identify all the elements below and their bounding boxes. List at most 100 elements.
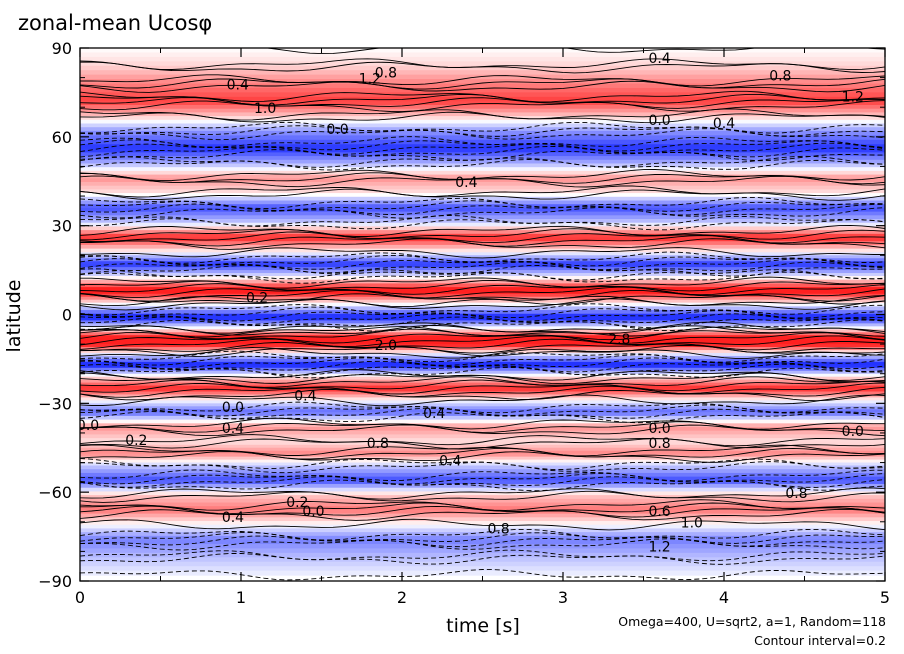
positive-contour-line (80, 490, 885, 503)
negative-contour-line (80, 535, 885, 548)
negative-contour-line (80, 303, 885, 316)
x-tick-label: 5 (880, 588, 890, 607)
band-segment (80, 379, 885, 384)
band-segment (80, 548, 885, 554)
band-segment (80, 472, 885, 478)
positive-contour-line (80, 169, 885, 182)
band-segment (80, 453, 885, 458)
contour-value-label: 0.8 (648, 436, 670, 452)
y-tick-label: 0 (62, 306, 72, 325)
band-segment (80, 441, 885, 446)
positive-contour-line (80, 100, 885, 113)
band-segment (80, 233, 885, 239)
band-segment (80, 123, 885, 128)
contour-value-label: 0.0 (648, 421, 670, 437)
band-segment (80, 167, 885, 172)
positive-contour-line (80, 499, 885, 511)
contour-value-label: 1.0 (681, 516, 703, 532)
contour-value-label: 1.2 (359, 72, 381, 88)
contour-interval-annotation: Contour interval=0.2 (754, 633, 886, 648)
negative-contour-line (80, 215, 885, 227)
plot-area: 0.41.00.01.20.80.40.81.20.0 0.40.40.22.82… (80, 48, 885, 581)
band-segment (80, 185, 885, 190)
contour-value-label: 0.4 (439, 454, 461, 470)
negative-contour-line (80, 149, 885, 162)
band-segment (80, 108, 885, 114)
band-segment (80, 178, 885, 183)
contour-value-label: 2.0 (375, 338, 397, 354)
band-segment (80, 135, 885, 141)
contour-value-label: 0.4 (455, 175, 477, 191)
negative-contour-line (80, 457, 885, 470)
y-tick-label: −60 (38, 483, 72, 502)
band-segment (80, 358, 885, 363)
contour-value-label: 0.0 (648, 113, 670, 129)
band-segment (80, 267, 885, 271)
positive-contour-line (80, 347, 885, 359)
positive-contour-line (80, 335, 885, 348)
negative-contour-line (80, 476, 885, 488)
band-segment (80, 61, 885, 67)
contour-value-label: 0.8 (769, 69, 791, 85)
x-tick-label: 4 (719, 588, 729, 607)
band-segment (80, 219, 885, 224)
contour-value-label: 0.4 (648, 51, 670, 67)
band-segment (80, 419, 885, 424)
band-segment (80, 273, 885, 277)
band-segment (80, 204, 885, 209)
positive-contour-line (80, 74, 885, 87)
positive-contour-line (80, 325, 885, 338)
band-segment (80, 241, 885, 246)
band-segment (80, 552, 885, 558)
band-segment (80, 391, 885, 396)
band-segment (80, 444, 885, 449)
contour-value-label: 0.4 (713, 116, 735, 132)
band-segment (80, 566, 885, 572)
negative-contour-line (80, 411, 885, 424)
band-segment (80, 409, 885, 413)
band-segment (80, 127, 885, 132)
positive-contour-line (80, 298, 885, 311)
band-segment (80, 79, 885, 85)
y-tick-label: 60 (52, 128, 72, 147)
band-segment (80, 394, 885, 399)
band-segment (80, 222, 885, 228)
positive-contour-line (80, 518, 885, 531)
band-segment (80, 502, 885, 507)
negative-contour-line (80, 125, 885, 137)
band-segment (80, 70, 885, 76)
y-tick-label: 30 (52, 217, 72, 236)
band-segment (80, 116, 885, 121)
negative-contour-line (80, 469, 885, 482)
band-segment (80, 207, 885, 213)
band-segment (80, 139, 885, 145)
band-segment (80, 159, 885, 165)
band-segment (80, 509, 885, 515)
band-segment (80, 415, 885, 421)
band-segment (80, 434, 885, 439)
band-segment (80, 87, 885, 94)
band-segment (80, 156, 885, 161)
band-segment (80, 130, 885, 136)
positive-contour-line (80, 417, 885, 430)
negative-contour-line (80, 218, 885, 231)
contour-value-label: 1.2 (842, 89, 864, 105)
contour-value-label: 0.2 (125, 433, 147, 449)
band-segment (80, 270, 885, 274)
band-segment (80, 148, 885, 153)
band-segment (80, 423, 885, 428)
band-segment (80, 230, 885, 235)
band-segment (80, 476, 885, 481)
negative-contour-line (80, 203, 885, 216)
band-segment (80, 352, 885, 357)
y-tick-label: 90 (52, 39, 72, 58)
negative-contour-line (80, 136, 885, 148)
band-segment (80, 524, 885, 530)
band-segment (80, 498, 885, 504)
contour-value-label: 0.4 (227, 77, 249, 93)
negative-contour-line (80, 569, 885, 581)
band-segment (80, 397, 885, 401)
band-segment (80, 310, 885, 315)
band-segment (80, 427, 885, 432)
positive-contour-line (80, 231, 885, 244)
